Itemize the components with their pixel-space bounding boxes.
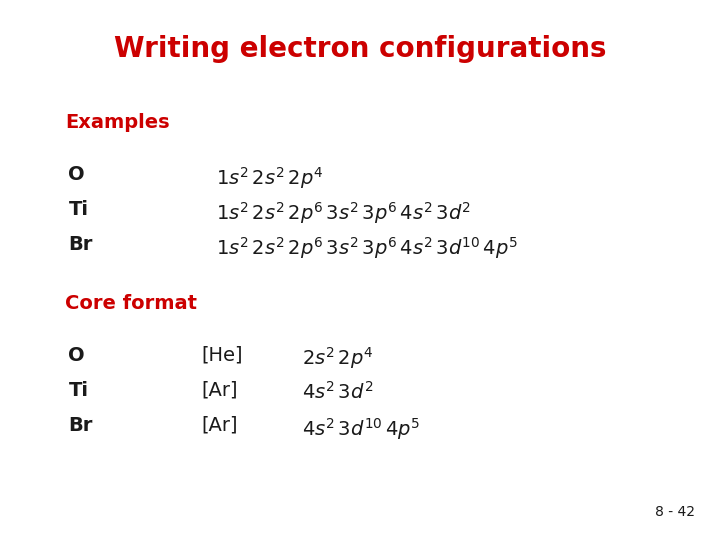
Text: $1s^{2}\,2s^{2}\,2p^{6}\,3s^{2}\,3p^{6}\,4s^{2}\,3d^{2}$: $1s^{2}\,2s^{2}\,2p^{6}\,3s^{2}\,3p^{6}\…: [216, 200, 471, 226]
Text: Ti: Ti: [68, 381, 89, 400]
Text: O: O: [68, 346, 85, 365]
Text: Examples: Examples: [65, 113, 169, 132]
Text: Br: Br: [68, 235, 93, 254]
Text: O: O: [68, 165, 85, 184]
Text: 8 - 42: 8 - 42: [654, 505, 695, 519]
Text: $1s^{2}\,2s^{2}\,2p^{4}$: $1s^{2}\,2s^{2}\,2p^{4}$: [216, 165, 323, 191]
Text: Core format: Core format: [65, 294, 197, 313]
Text: [Ar]: [Ar]: [202, 381, 238, 400]
Text: [Ar]: [Ar]: [202, 416, 238, 435]
Text: [He]: [He]: [202, 346, 243, 365]
Text: $2s^{2}\,2p^{4}$: $2s^{2}\,2p^{4}$: [302, 346, 374, 372]
Text: $4s^{2}\,3d^{2}$: $4s^{2}\,3d^{2}$: [302, 381, 374, 403]
Text: Ti: Ti: [68, 200, 89, 219]
Text: $4s^{2}\,3d^{10}\,4p^{5}$: $4s^{2}\,3d^{10}\,4p^{5}$: [302, 416, 420, 442]
Text: Br: Br: [68, 416, 93, 435]
Text: Writing electron configurations: Writing electron configurations: [114, 35, 606, 63]
Text: $1s^{2}\,2s^{2}\,2p^{6}\,3s^{2}\,3p^{6}\,4s^{2}\,3d^{10}\,4p^{5}$: $1s^{2}\,2s^{2}\,2p^{6}\,3s^{2}\,3p^{6}\…: [216, 235, 518, 261]
